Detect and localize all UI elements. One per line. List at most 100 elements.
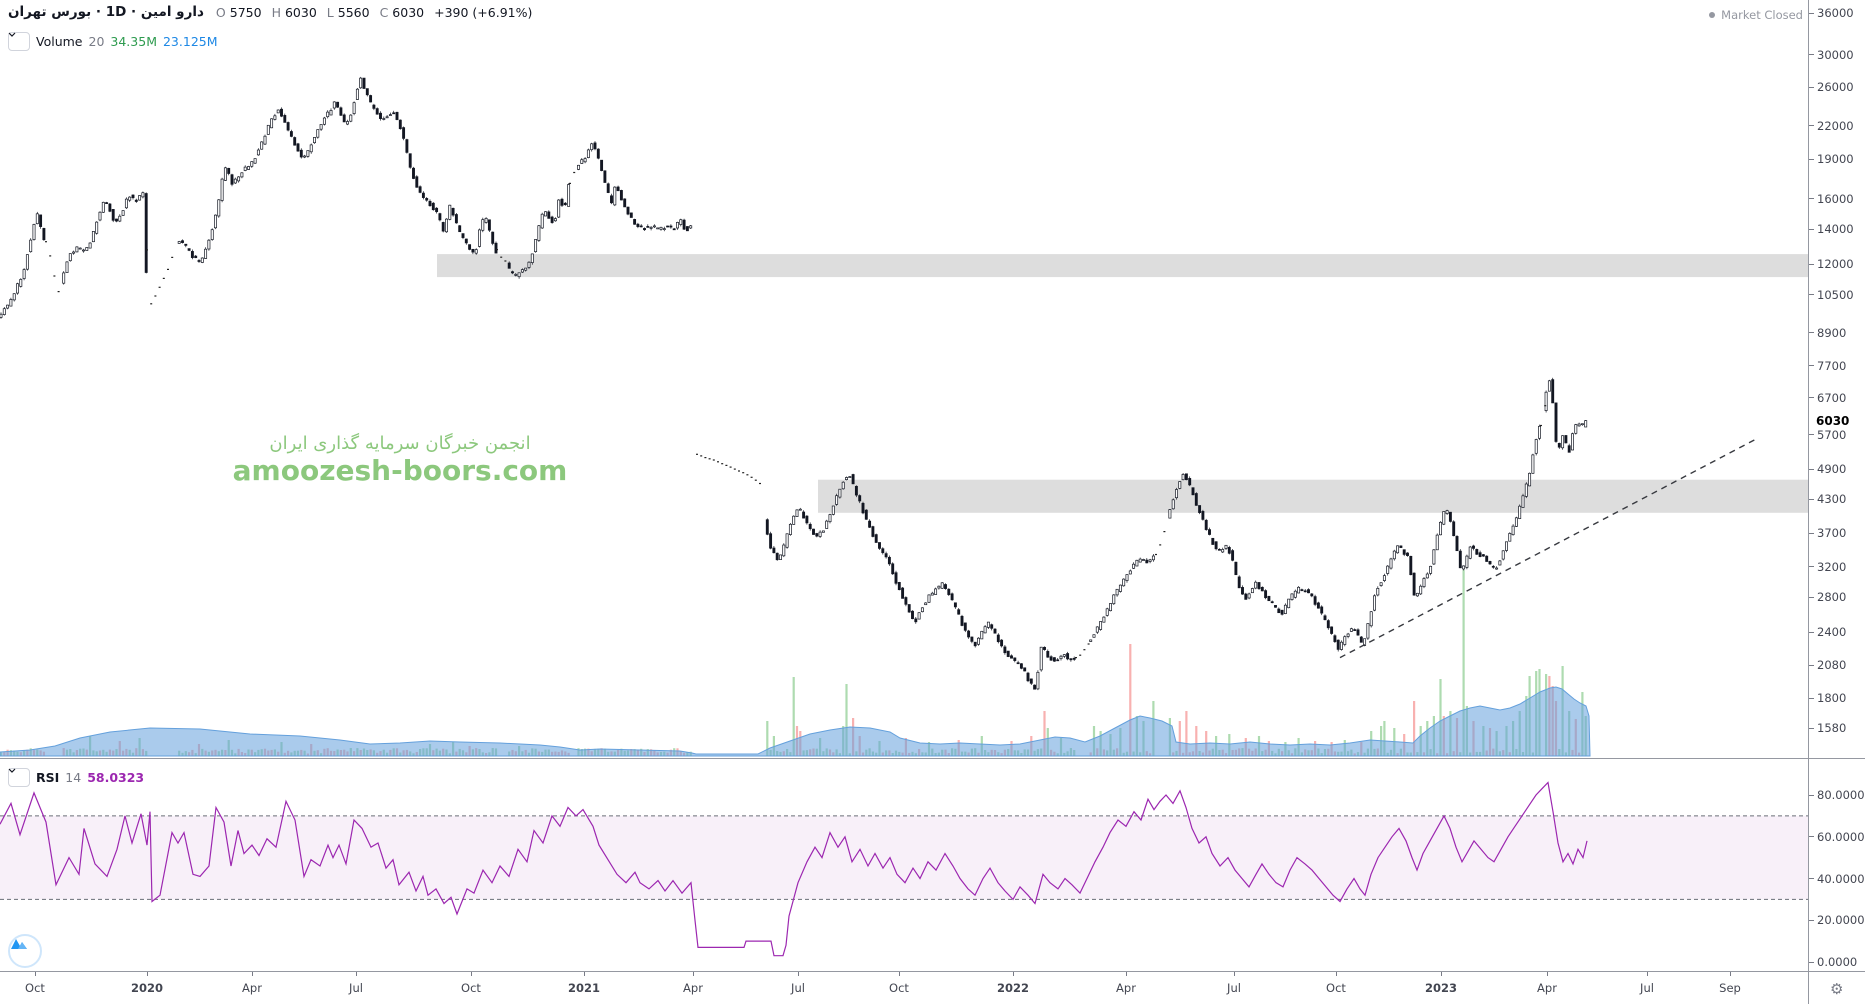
trendline[interactable] [1339, 437, 1758, 659]
price-tick-mark [1809, 86, 1814, 88]
rsi-tick-label: 0.0000 [1817, 955, 1858, 969]
last-price-label: 6030 [1814, 413, 1852, 428]
gap-dots [45, 171, 1547, 659]
price-tick-mark [1809, 54, 1814, 56]
rsi-indicator-length: 14 [65, 770, 82, 785]
price-tick-label: 6700 [1817, 390, 1847, 405]
price-tick-label: 2800 [1817, 590, 1847, 605]
time-tick-mark [147, 972, 148, 976]
time-tick-label: Jul [349, 981, 363, 995]
price-tick-label: 7700 [1817, 358, 1847, 373]
price-tick-label: 22000 [1817, 118, 1854, 133]
market-status-dot-icon [1709, 12, 1716, 18]
price-tick-label: 3700 [1817, 526, 1847, 541]
open-label: O [215, 4, 226, 20]
time-tick-label: 2020 [130, 981, 164, 995]
rsi-collapse-button[interactable] [8, 768, 30, 787]
price-tick-mark [1809, 12, 1814, 14]
price-tick-label: 3200 [1817, 559, 1847, 574]
time-tick-mark [798, 972, 799, 976]
price-tick-label: 2080 [1817, 658, 1847, 673]
price-tick-label: 10500 [1817, 287, 1854, 302]
time-tick-mark [471, 972, 472, 976]
price-tick-mark [1809, 664, 1814, 666]
time-tick-label: Apr [242, 981, 262, 995]
time-tick-mark [693, 972, 694, 976]
price-zone [437, 254, 1808, 278]
volume-legend: Volume 20 34.35M 23.125M [8, 32, 218, 51]
mountains-icon [11, 939, 27, 949]
time-tick-label: Apr [1116, 981, 1136, 995]
rsi-tick-label: 40.0000 [1817, 871, 1865, 886]
price-axis[interactable]: 36000 30000 26000 22000 19000 16000 14000 12000… [0, 0, 1865, 971]
time-axis[interactable]: Oct 2020 Apr Jul Oct 2021 Apr Jul Oct 2022 Apr Jul O… [0, 971, 1865, 1004]
price-tick-mark [1809, 434, 1814, 436]
price-tick-mark [1809, 532, 1814, 534]
axis-settings-gear-icon[interactable]: ⚙ [1830, 980, 1844, 998]
time-tick-label: 2023 [1424, 981, 1458, 995]
time-tick-mark [1547, 972, 1548, 976]
price-tick-mark [1809, 566, 1814, 568]
time-tick-mark [1234, 972, 1235, 976]
time-tick-label: Oct [889, 981, 909, 995]
rsi-tick-mark [1809, 836, 1814, 838]
time-tick-label: Jul [791, 981, 805, 995]
time-tick-label: 2021 [567, 981, 601, 995]
provider-logo[interactable] [8, 934, 42, 968]
time-tick-label: Apr [683, 981, 703, 995]
price-tick-label: 8900 [1817, 325, 1847, 340]
price-zone [818, 479, 1808, 513]
close-label: C [379, 4, 389, 20]
ohlc-readout: O 5750 H 6030 L 5560 C 6030 +390 (+6.91%) [210, 5, 532, 20]
price-tick-label: 12000 [1817, 257, 1854, 272]
market-status: Market Closed [1709, 8, 1803, 22]
time-tick-mark [584, 972, 585, 976]
time-tick-mark [252, 972, 253, 976]
price-tick-mark [1809, 125, 1814, 127]
high-value: 6030 [284, 4, 317, 20]
time-tick-mark [1647, 972, 1648, 976]
time-tick-label: Oct [461, 981, 481, 995]
price-tick-mark [1809, 332, 1814, 334]
price-tick-label: 1800 [1817, 691, 1847, 706]
price-tick-label: 16000 [1817, 191, 1854, 206]
volume-indicator-name[interactable]: Volume [36, 34, 83, 49]
time-tick-label: Apr [1537, 981, 1557, 995]
symbol-legend: دارو امین · 1D · بورس تهران O 5750 H 6030 … [8, 4, 532, 20]
price-tick-mark [1809, 294, 1814, 296]
price-tick-label: 1580 [1817, 721, 1847, 736]
rsi-line [0, 781, 1588, 957]
time-tick-label: Oct [25, 981, 45, 995]
low-label: L [326, 4, 334, 20]
change-value: +390 (+6.91%) [434, 4, 533, 20]
time-tick-label: Sep [1719, 981, 1741, 995]
volume-collapse-button[interactable] [8, 32, 30, 51]
time-tick-mark [1441, 972, 1442, 976]
time-tick-mark [1336, 972, 1337, 976]
price-tick-label: 30000 [1817, 47, 1854, 62]
volume-value-green: 34.35M [110, 34, 157, 49]
time-tick-mark [35, 972, 36, 976]
price-tick-label: 14000 [1817, 222, 1854, 237]
price-tick-mark [1809, 727, 1814, 729]
price-tick-label: 4900 [1817, 462, 1847, 477]
time-tick-label: Oct [1326, 981, 1346, 995]
time-tick-label: Jul [1640, 981, 1654, 995]
time-tick-label: 2022 [996, 981, 1030, 995]
time-tick-mark [1126, 972, 1127, 976]
rsi-value: 58.0323 [87, 770, 145, 785]
time-tick-mark [1013, 972, 1014, 976]
rsi-tick-label: 60.0000 [1817, 829, 1865, 844]
market-status-label: Market Closed [1721, 8, 1803, 22]
price-tick-mark [1809, 631, 1814, 633]
price-tick-label: 26000 [1817, 80, 1854, 95]
time-tick-mark [1730, 972, 1731, 976]
symbol-title[interactable]: دارو امین · 1D · بورس تهران [8, 4, 204, 20]
price-tick-label: 36000 [1817, 6, 1854, 20]
chevron-down-icon [8, 768, 16, 773]
price-tick-mark [1809, 596, 1814, 598]
rsi-indicator-name[interactable]: RSI [36, 770, 60, 785]
rsi-tick-mark [1809, 919, 1814, 921]
price-tick-mark [1809, 158, 1814, 160]
